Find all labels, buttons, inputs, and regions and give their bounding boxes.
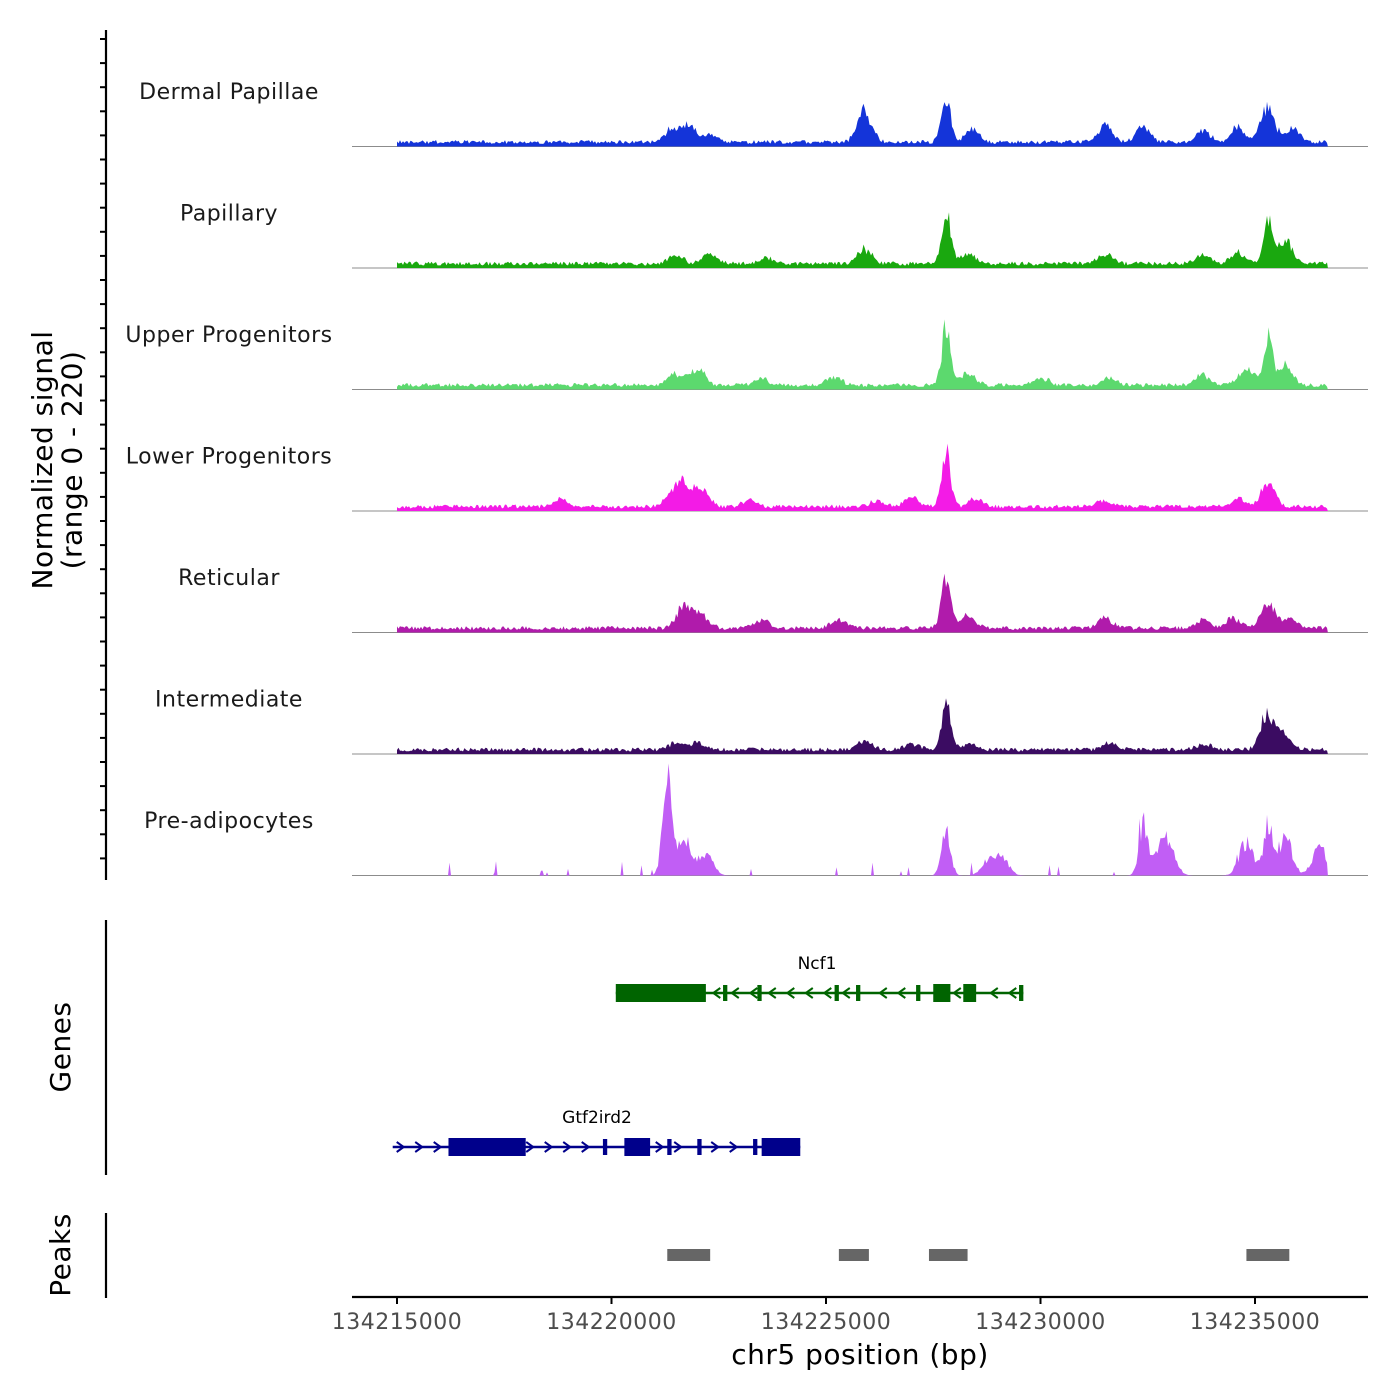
signal-track-dermal-papillae: Dermal Papillae [139,80,1368,147]
x-tick-label: 134220000 [546,1310,676,1335]
signal-track-pre-adipocytes: Pre-adipocytes [144,763,1368,876]
gene-exon [1019,985,1024,1001]
gene-track: Genes Ncf1 Gtf2ird2 [44,920,1024,1175]
strand-chevron [896,987,906,999]
peaks-section-label: Peaks [44,1213,77,1297]
strand-chevron [822,987,832,999]
strand-chevron [878,987,888,999]
gene-exon [834,985,839,1001]
gene-name-label: Gtf2ird2 [562,1108,632,1128]
strand-chevron [711,987,721,999]
gene-exon [963,984,977,1002]
signal-track-intermediate: Intermediate [155,688,1368,755]
track-label: Dermal Papillae [139,80,319,105]
strand-chevron [730,987,740,999]
signal-area [397,101,1328,147]
strand-chevron [414,1141,424,1153]
strand-chevron [785,987,795,999]
strand-chevron [952,987,962,999]
track-label: Reticular [178,566,280,591]
strand-chevron [748,987,758,999]
gene-exon [602,1139,608,1155]
signal-area [397,573,1328,633]
track-label: Intermediate [155,688,303,713]
genes-section-label: Genes [44,1002,77,1093]
strand-chevron [673,1141,683,1153]
gene-exon [753,1139,758,1155]
signal-track-papillary: Papillary [180,202,1368,269]
strand-chevron [710,1141,720,1153]
peak-track: Peaks [44,1213,1290,1298]
gene-exon [697,1139,702,1155]
strand-chevron [562,1141,572,1153]
track-label: Papillary [180,202,278,227]
track-label: Pre-adipocytes [144,809,314,834]
signal-track-reticular: Reticular [178,566,1368,633]
strand-chevron [433,1141,443,1153]
signal-area [397,443,1328,511]
strand-chevron [804,987,814,999]
signal-area [397,763,1328,876]
y-axis-title: Normalized signal(range 0 - 220) [26,330,88,589]
signal-area [397,319,1328,390]
signal-area [397,698,1328,754]
gene-exon [757,985,762,1001]
strand-chevron [1007,987,1017,999]
x-tick-label: 134215000 [332,1310,462,1335]
x-axis-title: chr5 position (bp) [731,1338,989,1371]
gene-exon [615,984,706,1002]
x-tick-label: 134225000 [761,1310,891,1335]
x-tick-label: 134230000 [975,1310,1105,1335]
x-tick-label: 134235000 [1190,1310,1320,1335]
gene-exon [624,1138,651,1156]
strand-chevron [655,1141,665,1153]
strand-chevron [767,987,777,999]
strand-chevron [544,1141,554,1153]
y-axis-title-line: (range 0 - 220) [55,351,88,570]
peak-region [1246,1249,1290,1261]
track-label: Lower Progenitors [126,445,332,470]
track-label: Upper Progenitors [125,323,332,348]
peak-region [838,1249,869,1261]
strand-chevron [729,1141,739,1153]
signal-track-upper-progenitors: Upper Progenitors [125,319,1368,390]
strand-chevron [841,987,851,999]
peak-region [667,1249,711,1261]
peak-region [928,1249,968,1261]
gene-ncf1: Ncf1 [615,954,1024,1002]
axes: Normalized signal(range 0 - 220) 13421500… [26,30,1368,1371]
gene-gtf2ird2: Gtf2ird2 [392,1108,801,1156]
signal-tracks: Dermal Papillae Papillary Upper Progenitor… [125,80,1368,876]
gene-exon [916,985,921,1001]
y-axis-title-line: Normalized signal [26,330,59,589]
signal-area [397,212,1328,268]
strand-chevron [581,1141,591,1153]
gene-exon [667,1139,672,1155]
strand-chevron [989,987,999,999]
gene-exon [933,984,951,1002]
gene-name-label: Ncf1 [798,954,837,974]
gene-exon [761,1138,801,1156]
gene-exon [856,985,861,1001]
signal-track-lower-progenitors: Lower Progenitors [126,443,1368,512]
strand-chevron [525,1141,535,1153]
gene-exon [723,985,728,1001]
strand-chevron [396,1141,406,1153]
gene-exon [448,1138,526,1156]
